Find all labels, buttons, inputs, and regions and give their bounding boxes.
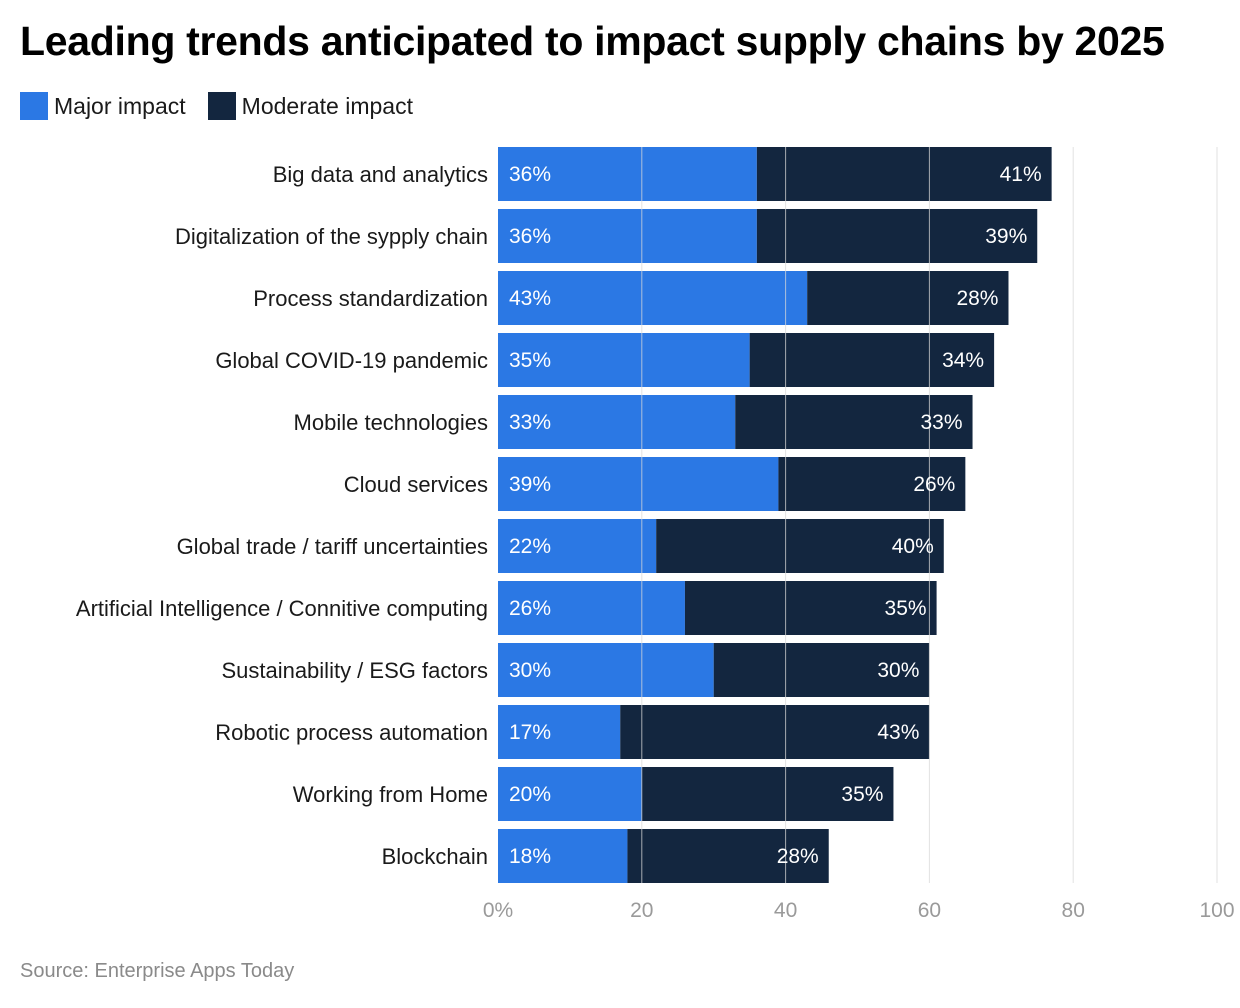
bar-major (498, 829, 628, 883)
category-label: Digitalization of the sypply chain (175, 224, 488, 249)
category-label: Global COVID-19 pandemic (215, 348, 488, 373)
data-label-moderate: 35% (885, 597, 927, 620)
category-label: Cloud services (344, 472, 488, 497)
bar-major (498, 147, 757, 201)
category-label: Artificial Intelligence / Connitive comp… (76, 596, 488, 621)
bar-moderate (641, 767, 894, 821)
bar-major (498, 767, 642, 821)
data-label-major: 43% (509, 287, 551, 310)
data-label-major: 36% (509, 225, 551, 248)
x-tick-label: 40 (774, 899, 797, 922)
data-label-moderate: 28% (777, 845, 819, 868)
category-label: Blockchain (382, 844, 488, 869)
data-label-moderate: 41% (1000, 163, 1042, 186)
data-label-major: 22% (509, 535, 551, 558)
bar-moderate (756, 209, 1038, 263)
bar-moderate (749, 333, 995, 387)
x-tick-label: 20 (630, 899, 653, 922)
x-tick-label: 0% (483, 899, 513, 922)
legend-swatch-major (20, 92, 48, 120)
category-label: Sustainability / ESG factors (221, 658, 488, 683)
x-tick-label: 60 (918, 899, 941, 922)
legend-item-major: Major impact (20, 92, 186, 120)
gridlines (641, 147, 1218, 883)
data-label-moderate: 34% (942, 349, 984, 372)
legend-item-moderate: Moderate impact (207, 92, 413, 120)
data-label-moderate: 26% (913, 473, 955, 496)
data-label-major: 18% (509, 845, 551, 868)
bar-major (498, 705, 621, 759)
bar-moderate (627, 829, 829, 883)
category-label: Mobile technologies (294, 410, 488, 435)
bar-moderate (778, 457, 966, 511)
bar-major (498, 643, 714, 697)
source-note: Source: Enterprise Apps Today (20, 960, 295, 982)
legend-label-major: Major impact (54, 92, 186, 119)
category-label: Global trade / tariff uncertainties (177, 534, 488, 559)
data-label-major: 33% (509, 411, 551, 434)
data-label-major: 36% (509, 163, 551, 186)
data-label-major: 35% (509, 349, 551, 372)
data-label-moderate: 39% (985, 225, 1027, 248)
bar-major (498, 519, 657, 573)
bar-moderate (756, 147, 1052, 201)
x-tick-label: 100 (1199, 899, 1234, 922)
bar-moderate (656, 519, 944, 573)
data-label-moderate: 33% (921, 411, 963, 434)
x-tick-label: 80 (1062, 899, 1085, 922)
x-axis-ticks: 0% 20 40 60 80 100 (483, 899, 1235, 922)
category-label: Big data and analytics (273, 162, 488, 187)
bar-major (498, 209, 757, 263)
bar-moderate (620, 705, 930, 759)
data-label-moderate: 28% (956, 287, 998, 310)
legend-label-moderate: Moderate impact (241, 92, 413, 119)
bar-major (498, 333, 750, 387)
data-labels: 36% 41% 36% 39% 43% 28% 35% 34% 33% 33% 39% 26% 22% 4… (509, 163, 1042, 868)
bar-moderate (713, 643, 930, 697)
data-label-moderate: 35% (841, 783, 883, 806)
category-labels: Big data and analytics Digitalization of … (76, 162, 488, 869)
data-label-major: 26% (509, 597, 551, 620)
legend-swatch-moderate (207, 92, 236, 120)
category-label: Process standardization (253, 286, 488, 311)
data-label-major: 39% (509, 473, 551, 496)
data-label-moderate: 40% (892, 535, 934, 558)
legend: Major impact Moderate impact (20, 92, 435, 120)
bar-moderate (807, 271, 1009, 325)
bar-major (498, 581, 685, 635)
bar-major (498, 271, 808, 325)
data-label-moderate: 30% (877, 659, 919, 682)
bar-moderate (735, 395, 973, 449)
data-label-major: 20% (509, 783, 551, 806)
bar-major (498, 395, 736, 449)
category-label: Working from Home (293, 782, 488, 807)
data-label-major: 30% (509, 659, 551, 682)
bar-moderate (684, 581, 937, 635)
bars-layer (498, 147, 1052, 883)
chart-title: Leading trends anticipated to impact sup… (20, 18, 1165, 64)
bar-major (498, 457, 779, 511)
category-label: Robotic process automation (215, 720, 488, 745)
data-label-major: 17% (509, 721, 551, 744)
data-label-moderate: 43% (877, 721, 919, 744)
